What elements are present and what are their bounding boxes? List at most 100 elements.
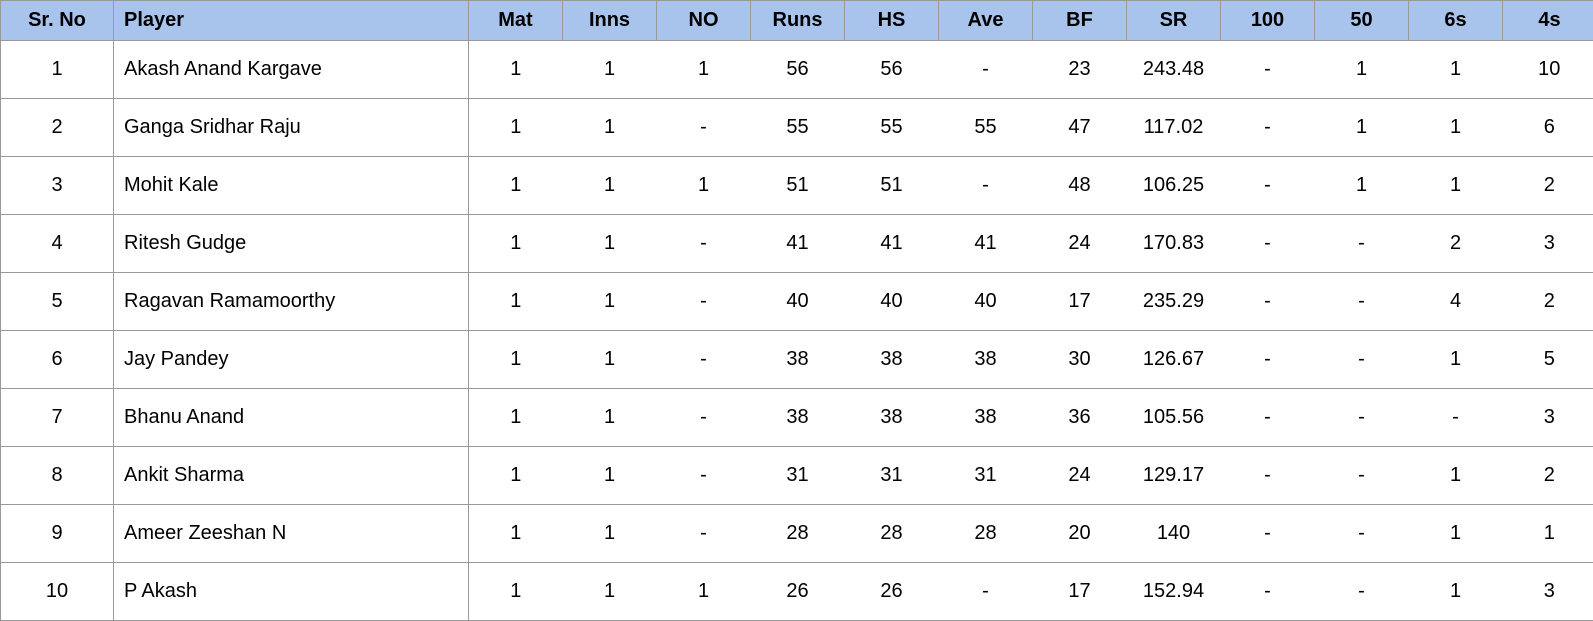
table-cell: 1 — [469, 99, 563, 157]
table-cell: 243.48 — [1127, 41, 1221, 99]
table-cell: 129.17 — [1127, 447, 1221, 505]
table-cell: 2 — [1503, 273, 1593, 331]
col-header-runs: Runs — [751, 1, 845, 41]
table-cell: 1 — [563, 331, 657, 389]
table-cell: 1 — [563, 389, 657, 447]
table-cell: - — [1221, 389, 1315, 447]
table-cell: 1 — [1409, 563, 1503, 621]
table-cell: 1 — [563, 563, 657, 621]
table-cell: 7 — [1, 389, 114, 447]
table-cell: 41 — [939, 215, 1033, 273]
table-cell: 51 — [845, 157, 939, 215]
col-header-player: Player — [114, 1, 469, 41]
table-cell: 28 — [751, 505, 845, 563]
table-row: 9Ameer Zeeshan N11-28282820140--11 — [1, 505, 1593, 563]
table-cell: P Akash — [114, 563, 469, 621]
table-cell: Ganga Sridhar Raju — [114, 99, 469, 157]
table-cell: - — [1221, 447, 1315, 505]
table-cell: - — [939, 563, 1033, 621]
table-cell: 1 — [657, 41, 751, 99]
table-cell: 8 — [1, 447, 114, 505]
table-cell: - — [1221, 563, 1315, 621]
table-cell: 1 — [563, 41, 657, 99]
table-cell: 36 — [1033, 389, 1127, 447]
table-body: 1Akash Anand Kargave1115656-23243.48-111… — [1, 41, 1593, 621]
table-cell: - — [1315, 215, 1409, 273]
table-cell: - — [657, 389, 751, 447]
table-cell: 1 — [469, 389, 563, 447]
table-row: 6Jay Pandey11-38383830126.67--15 — [1, 331, 1593, 389]
table-cell: 40 — [939, 273, 1033, 331]
table-cell: 1 — [1, 41, 114, 99]
table-cell: 126.67 — [1127, 331, 1221, 389]
table-cell: - — [1315, 563, 1409, 621]
table-cell: 56 — [845, 41, 939, 99]
table-cell: 1 — [469, 41, 563, 99]
table-cell: 31 — [845, 447, 939, 505]
table-cell: 38 — [845, 331, 939, 389]
table-cell: 55 — [939, 99, 1033, 157]
table-cell: 1 — [469, 215, 563, 273]
table-cell: 2 — [1503, 447, 1593, 505]
table-cell: Ragavan Ramamoorthy — [114, 273, 469, 331]
table-cell: 38 — [939, 331, 1033, 389]
table-cell: 1 — [563, 505, 657, 563]
table-cell: 4 — [1409, 273, 1503, 331]
table-cell: 20 — [1033, 505, 1127, 563]
table-cell: - — [939, 157, 1033, 215]
table-cell: Ameer Zeeshan N — [114, 505, 469, 563]
table-cell: 1 — [1503, 505, 1593, 563]
table-cell: - — [1221, 41, 1315, 99]
table-cell: Akash Anand Kargave — [114, 41, 469, 99]
table-cell: 1 — [469, 157, 563, 215]
table-cell: 1 — [563, 447, 657, 505]
table-cell: 28 — [939, 505, 1033, 563]
table-cell: - — [1315, 273, 1409, 331]
table-cell: 10 — [1, 563, 114, 621]
table-cell: 1 — [1409, 157, 1503, 215]
col-header-mat: Mat — [469, 1, 563, 41]
col-header-hs: HS — [845, 1, 939, 41]
table-cell: 40 — [845, 273, 939, 331]
table-cell: - — [939, 41, 1033, 99]
table-cell: - — [657, 331, 751, 389]
col-header-100: 100 — [1221, 1, 1315, 41]
table-cell: 1 — [563, 99, 657, 157]
table-cell: 3 — [1, 157, 114, 215]
table-header: Sr. No Player Mat Inns NO Runs HS Ave BF… — [1, 1, 1593, 41]
table-cell: 2 — [1409, 215, 1503, 273]
col-header-no: NO — [657, 1, 751, 41]
table-cell: 1 — [1315, 157, 1409, 215]
table-cell: 4 — [1, 215, 114, 273]
table-cell: 1 — [469, 563, 563, 621]
table-cell: Ankit Sharma — [114, 447, 469, 505]
table-row: 2Ganga Sridhar Raju11-55555547117.02-116 — [1, 99, 1593, 157]
table-cell: 24 — [1033, 447, 1127, 505]
table-cell: - — [1221, 273, 1315, 331]
table-row: 5Ragavan Ramamoorthy11-40404017235.29--4… — [1, 273, 1593, 331]
table-cell: 26 — [845, 563, 939, 621]
table-row: 3Mohit Kale1115151-48106.25-112 — [1, 157, 1593, 215]
col-header-sr: SR — [1127, 1, 1221, 41]
col-header-50: 50 — [1315, 1, 1409, 41]
table-cell: 6 — [1, 331, 114, 389]
table-cell: 26 — [751, 563, 845, 621]
table-cell: 24 — [1033, 215, 1127, 273]
table-cell: 117.02 — [1127, 99, 1221, 157]
table-cell: 51 — [751, 157, 845, 215]
table-cell: - — [1221, 505, 1315, 563]
table-cell: 23 — [1033, 41, 1127, 99]
table-cell: 1 — [469, 447, 563, 505]
table-cell: 1 — [1409, 447, 1503, 505]
table-cell: 1 — [469, 505, 563, 563]
table-row: 1Akash Anand Kargave1115656-23243.48-111… — [1, 41, 1593, 99]
table-cell: 48 — [1033, 157, 1127, 215]
table-cell: - — [1315, 389, 1409, 447]
table-cell: 3 — [1503, 389, 1593, 447]
table-cell: 105.56 — [1127, 389, 1221, 447]
table-cell: 28 — [845, 505, 939, 563]
table-cell: 1 — [1409, 41, 1503, 99]
table-cell: - — [657, 215, 751, 273]
table-cell: 5 — [1, 273, 114, 331]
table-cell: - — [1221, 215, 1315, 273]
